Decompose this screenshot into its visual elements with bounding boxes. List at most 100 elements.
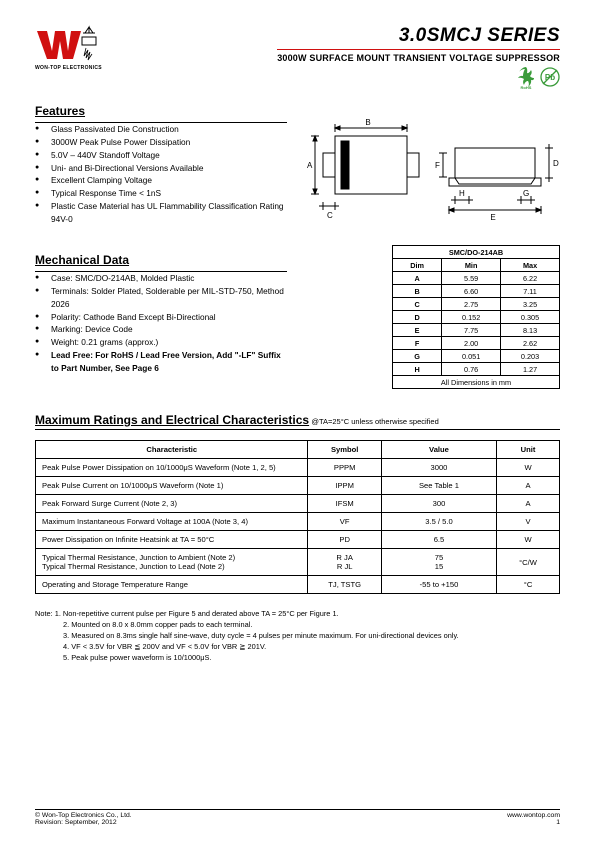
ratings-symbol: R JAR JL: [308, 549, 381, 576]
features-heading: Features: [35, 104, 287, 118]
ratings-unit: V: [497, 513, 560, 531]
ratings-unit: °C/W: [497, 549, 560, 576]
mechanical-item: Terminals: Solder Plated, Solderable per…: [35, 285, 287, 311]
ratings-value: 300: [381, 495, 496, 513]
series-subtitle: 3000W SURFACE MOUNT TRANSIENT VOLTAGE SU…: [277, 53, 560, 63]
mechanical-item: Case: SMC/DO-214AB, Molded Plastic: [35, 272, 287, 285]
series-title: 3.0SMCJ SERIES: [277, 25, 560, 47]
feature-item: Excellent Clamping Voltage: [35, 174, 287, 187]
dim-header: Min: [442, 259, 501, 272]
notes-block: Note: 1. Non-repetitive current pulse pe…: [35, 608, 560, 664]
ratings-value: 6.5: [381, 531, 496, 549]
logo-icon: [35, 25, 97, 63]
pbfree-badge-icon: Pb: [540, 66, 560, 90]
dim-cell: 1.27: [501, 363, 560, 376]
ratings-unit: A: [497, 495, 560, 513]
ratings-symbol: VF: [308, 513, 381, 531]
note-line: 4. VF < 3.5V for VBR ≦ 200V and VF < 5.0…: [35, 641, 560, 652]
dim-cell: 0.152: [442, 311, 501, 324]
dim-cell: 0.203: [501, 350, 560, 363]
footer-left: © Won-Top Electronics Co., Ltd. Revision…: [35, 812, 132, 826]
footer-revision: Revision: September, 2012: [35, 819, 132, 826]
svg-text:A: A: [307, 161, 313, 170]
ratings-table: CharacteristicSymbolValueUnit Peak Pulse…: [35, 440, 560, 594]
dim-cell: 8.13: [501, 324, 560, 337]
ratings-section: Maximum Ratings and Electrical Character…: [35, 413, 560, 594]
dim-cell: 2.75: [442, 298, 501, 311]
ratings-value: See Table 1: [381, 477, 496, 495]
dim-cell: E: [393, 324, 442, 337]
mechanical-item-leadfree: Lead Free: For RoHS / Lead Free Version,…: [35, 349, 287, 375]
dim-cell: 6.60: [442, 285, 501, 298]
dim-cell: 0.76: [442, 363, 501, 376]
title-block: 3.0SMCJ SERIES 3000W SURFACE MOUNT TRANS…: [277, 25, 560, 90]
ratings-symbol: IFSM: [308, 495, 381, 513]
ratings-row: Peak Pulse Power Dissipation on 10/1000μ…: [36, 459, 560, 477]
footer-url: www.wontop.com: [507, 812, 560, 819]
svg-text:H: H: [459, 189, 465, 198]
ratings-row: Power Dissipation on Infinite Heatsink a…: [36, 531, 560, 549]
dim-cell: B: [393, 285, 442, 298]
ratings-characteristic: Peak Forward Surge Current (Note 2, 3): [36, 495, 308, 513]
mechanical-col: Mechanical Data Case: SMC/DO-214AB, Mold…: [35, 239, 287, 375]
ratings-header: Value: [381, 441, 496, 459]
dimensions-table: SMC/DO-214AB DimMinMax A5.596.22B6.607.1…: [392, 245, 560, 389]
dim-cell: 5.59: [442, 272, 501, 285]
features-col: Features Glass Passivated Die Constructi…: [35, 90, 287, 226]
svg-text:E: E: [490, 213, 495, 222]
ratings-rule: [35, 429, 560, 430]
ratings-value: 7515: [381, 549, 496, 576]
dim-row: C2.753.25: [393, 298, 560, 311]
footer-rule: [35, 809, 560, 810]
dim-header: Max: [501, 259, 560, 272]
svg-text:G: G: [523, 189, 529, 198]
dim-cell: C: [393, 298, 442, 311]
dim-row: B6.607.11: [393, 285, 560, 298]
dim-cell: G: [393, 350, 442, 363]
ratings-characteristic: Typical Thermal Resistance, Junction to …: [36, 549, 308, 576]
ratings-characteristic: Peak Pulse Power Dissipation on 10/1000μ…: [36, 459, 308, 477]
feature-item: 5.0V – 440V Standoff Voltage: [35, 149, 287, 162]
logo-block: WON-TOP ELECTRONICS: [35, 25, 102, 71]
mechanical-heading: Mechanical Data: [35, 253, 287, 267]
dim-cell: A: [393, 272, 442, 285]
dimensions-col: SMC/DO-214AB DimMinMax A5.596.22B6.607.1…: [305, 239, 560, 389]
dim-row: H0.761.27: [393, 363, 560, 376]
rohs-badge-icon: RoHS: [516, 66, 536, 90]
package-diagram: B A C D F E H G: [305, 118, 560, 233]
dim-cell: 0.305: [501, 311, 560, 324]
ratings-unit: W: [497, 459, 560, 477]
dim-header: Dim: [393, 259, 442, 272]
dim-cell: 2.00: [442, 337, 501, 350]
ratings-value: 3.5 / 5.0: [381, 513, 496, 531]
dim-cell: 6.22: [501, 272, 560, 285]
feature-item: Plastic Case Material has UL Flammabilit…: [35, 200, 287, 226]
ratings-row: Maximum Instantaneous Forward Voltage at…: [36, 513, 560, 531]
feature-item: 3000W Peak Pulse Power Dissipation: [35, 136, 287, 149]
ratings-characteristic: Power Dissipation on Infinite Heatsink a…: [36, 531, 308, 549]
title-rule: [277, 49, 560, 50]
feature-item: Uni- and Bi-Directional Versions Availab…: [35, 162, 287, 175]
ratings-characteristic: Maximum Instantaneous Forward Voltage at…: [36, 513, 308, 531]
ratings-row: Operating and Storage Temperature RangeT…: [36, 576, 560, 594]
mechanical-row: Mechanical Data Case: SMC/DO-214AB, Mold…: [35, 239, 560, 389]
footer-page: 1: [507, 819, 560, 826]
note-line: 5. Peak pulse power waveform is 10/1000μ…: [35, 652, 560, 663]
ratings-unit: W: [497, 531, 560, 549]
note-line: Note: 1. Non-repetitive current pulse pe…: [35, 608, 560, 619]
ratings-heading: Maximum Ratings and Electrical Character…: [35, 413, 309, 427]
note-line: 3. Measured on 8.3ms single half sine-wa…: [35, 630, 560, 641]
features-list: Glass Passivated Die Construction3000W P…: [35, 123, 287, 226]
ratings-unit: A: [497, 477, 560, 495]
package-drawing-col: B A C D F E H G: [305, 90, 560, 235]
ratings-header: Unit: [497, 441, 560, 459]
ratings-unit: °C: [497, 576, 560, 594]
ratings-header: Characteristic: [36, 441, 308, 459]
header: WON-TOP ELECTRONICS 3.0SMCJ SERIES 3000W…: [35, 25, 560, 90]
ratings-symbol: PD: [308, 531, 381, 549]
svg-text:C: C: [327, 211, 333, 220]
dim-cell: 2.62: [501, 337, 560, 350]
dim-cell: 7.11: [501, 285, 560, 298]
dim-row: F2.002.62: [393, 337, 560, 350]
dim-cell: 7.75: [442, 324, 501, 337]
